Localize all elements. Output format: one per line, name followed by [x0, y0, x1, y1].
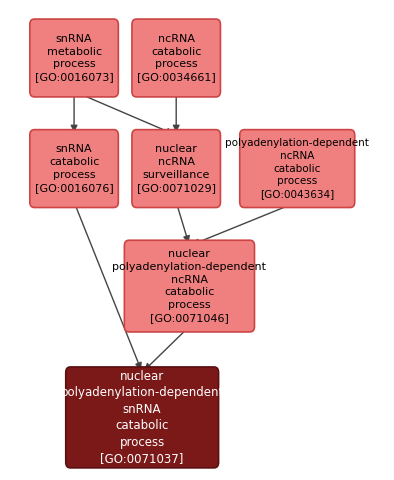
FancyBboxPatch shape	[125, 240, 255, 332]
FancyBboxPatch shape	[132, 130, 221, 207]
Text: nuclear
polyadenylation-dependent
ncRNA
catabolic
process
[GO:0071046]: nuclear polyadenylation-dependent ncRNA …	[112, 249, 266, 323]
Text: ncRNA
catabolic
process
[GO:0034661]: ncRNA catabolic process [GO:0034661]	[137, 34, 216, 82]
FancyBboxPatch shape	[30, 19, 118, 97]
FancyBboxPatch shape	[132, 19, 221, 97]
Text: nuclear
ncRNA
surveillance
[GO:0071029]: nuclear ncRNA surveillance [GO:0071029]	[137, 144, 216, 193]
FancyBboxPatch shape	[240, 130, 355, 207]
Text: nuclear
polyadenylation-dependent
snRNA
catabolic
process
[GO:0071037]: nuclear polyadenylation-dependent snRNA …	[61, 370, 224, 465]
Text: snRNA
catabolic
process
[GO:0016076]: snRNA catabolic process [GO:0016076]	[35, 144, 113, 193]
FancyBboxPatch shape	[30, 130, 118, 207]
FancyBboxPatch shape	[66, 367, 219, 468]
Text: snRNA
metabolic
process
[GO:0016073]: snRNA metabolic process [GO:0016073]	[35, 34, 113, 82]
Text: polyadenylation-dependent
ncRNA
catabolic
process
[GO:0043634]: polyadenylation-dependent ncRNA cataboli…	[225, 138, 369, 199]
